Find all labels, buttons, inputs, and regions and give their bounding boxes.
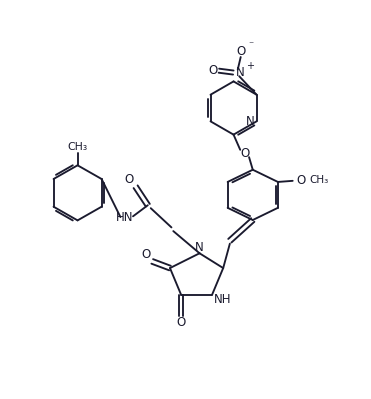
Text: NH: NH: [214, 292, 231, 306]
Text: CH₃: CH₃: [68, 142, 88, 152]
Text: O: O: [241, 147, 250, 160]
Text: O: O: [141, 248, 150, 261]
Text: O: O: [236, 45, 245, 58]
Text: ⁻: ⁻: [249, 40, 254, 50]
Text: O: O: [124, 173, 134, 186]
Text: N: N: [246, 115, 254, 128]
Text: O: O: [209, 64, 218, 77]
Text: CH₃: CH₃: [309, 175, 328, 185]
Text: O: O: [177, 316, 186, 329]
Text: +: +: [246, 61, 254, 71]
Text: HN: HN: [116, 211, 134, 224]
Text: O: O: [296, 174, 306, 187]
Text: N: N: [194, 241, 203, 254]
Text: N: N: [236, 66, 244, 79]
